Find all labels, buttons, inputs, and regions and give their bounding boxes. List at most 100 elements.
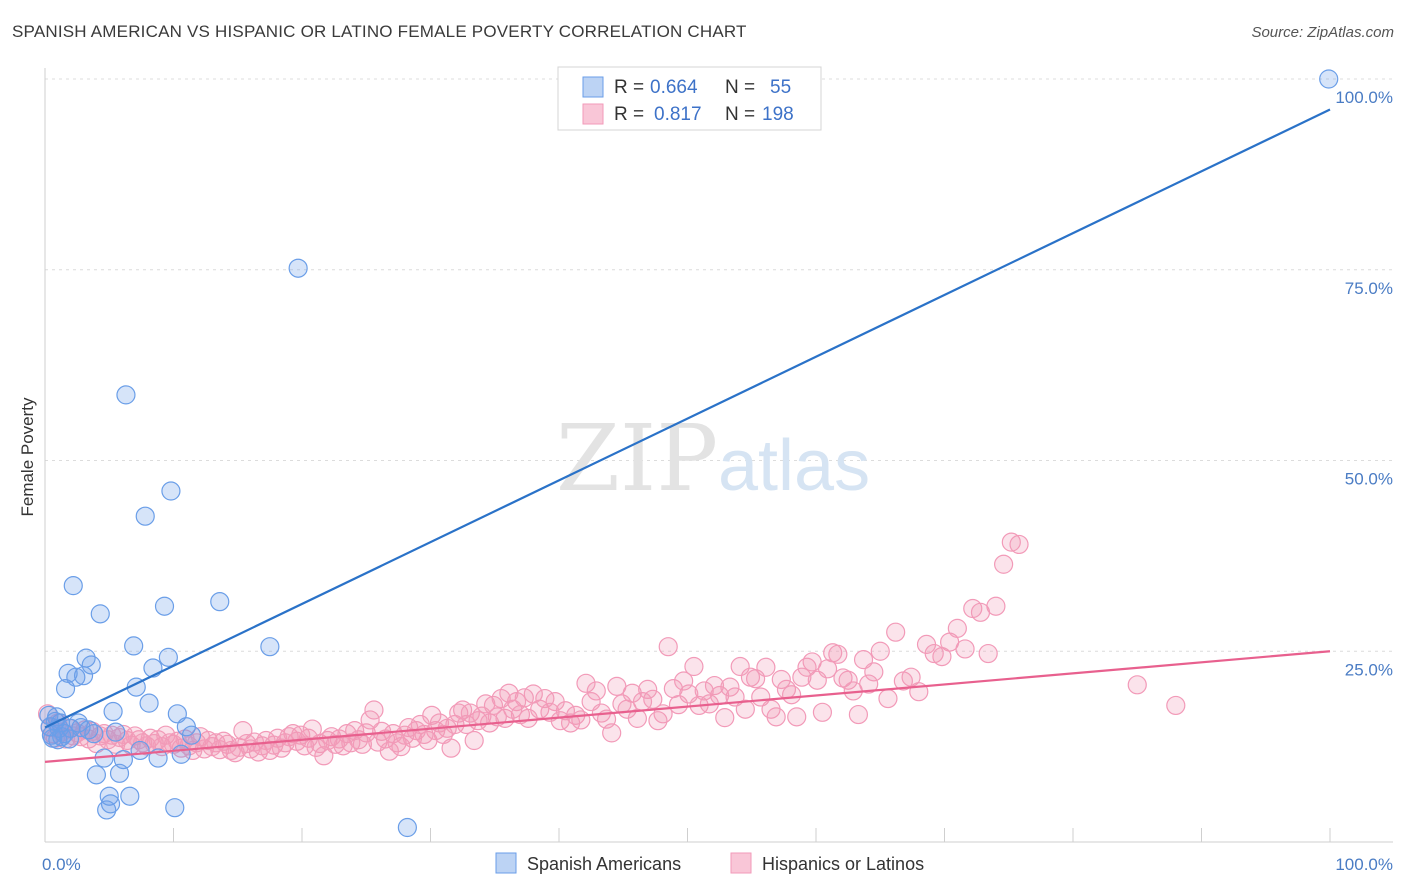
hispanic-latino-point	[771, 669, 791, 690]
x-tick-label: 0.0%	[42, 855, 81, 874]
spanish-american-point	[161, 481, 181, 501]
hispanic-latino-point	[720, 677, 740, 697]
spanish-american-point	[124, 636, 144, 656]
hispanic-latino-point	[1166, 695, 1186, 716]
spanish-american-point	[143, 658, 163, 678]
trendlines	[44, 108, 1331, 763]
spanish-american-point	[181, 725, 202, 745]
hispanic-latino-point	[756, 657, 776, 677]
hispanic-latino-point	[853, 650, 874, 670]
hispanic-latino-point	[576, 673, 596, 693]
series-legend-label-spanish: Spanish Americans	[527, 854, 681, 874]
hispanic-latino-point	[735, 699, 755, 719]
hispanic-latino-point	[864, 662, 884, 682]
hispanic-latino-point	[792, 667, 812, 687]
stats-r-value-spanish: 0.664	[650, 77, 698, 98]
hispanic-latino-point	[1009, 534, 1029, 555]
spanish-american-point	[397, 817, 417, 838]
axes	[44, 68, 1393, 843]
spanish-american-point	[84, 724, 104, 744]
series-legend-swatch-spanish	[495, 852, 517, 874]
hispanic-latino-point	[886, 622, 906, 642]
hispanic-latino-point	[947, 618, 967, 638]
spanish-american-point	[103, 701, 123, 722]
hispanic-latino-point	[766, 707, 786, 727]
y-tick-label: 50.0%	[1345, 470, 1393, 489]
watermark-zip: ZIP	[556, 405, 718, 512]
stats-legend-swatch-spanish	[582, 76, 604, 98]
stats-legend-swatch-hispanic	[582, 103, 604, 125]
stats-legend: R = 0.664 N = 55 R = 0.817 N = 198	[557, 66, 822, 131]
hispanic-latino-point	[658, 637, 678, 657]
stats-r-value-hispanic: 0.817	[654, 104, 702, 125]
hispanic-latino-point	[994, 554, 1014, 574]
grid-lines	[45, 78, 1393, 652]
series-legend-label-hispanic: Hispanics or Latinos	[762, 854, 924, 874]
spanish-american-point	[54, 724, 74, 744]
x-tick-label: 100.0%	[1335, 855, 1393, 874]
hispanic-latino-point	[848, 704, 869, 725]
hispanic-latino-point	[638, 679, 658, 700]
hispanic-latino-point	[828, 644, 848, 664]
spanish-american-point	[130, 740, 150, 761]
y-tick-label: 75.0%	[1345, 279, 1393, 298]
hispanic-latino-point	[1127, 675, 1147, 695]
y-tick-label: 25.0%	[1345, 660, 1393, 679]
spanish-american-point	[158, 647, 178, 667]
hispanic-latino-point	[453, 700, 473, 720]
spanish-american-point	[106, 722, 126, 742]
hispanic-latino-point	[464, 730, 484, 751]
spanish-american-point	[260, 637, 280, 657]
spanish-american-point	[79, 720, 99, 740]
spanish-american-point	[288, 258, 308, 278]
hispanic-latino-point	[441, 738, 461, 758]
spanish-american-point	[100, 794, 121, 814]
spanish-american-point	[139, 693, 159, 713]
hispanic-latino-point	[986, 596, 1006, 616]
spanish-american-point	[165, 798, 185, 818]
spanish-american-point	[99, 786, 119, 806]
hispanic-latino-point	[715, 708, 735, 728]
hispanic-latino-point	[643, 689, 663, 709]
hispanic-latino-point	[924, 643, 944, 664]
hispanic-latino-point	[859, 674, 879, 694]
hispanic-latino-point	[838, 670, 858, 690]
hispanic-latino-point	[555, 701, 576, 721]
stats-n-value-hispanic: 198	[762, 104, 794, 125]
spanish-american-point	[86, 765, 107, 785]
hispanic-latino-point	[571, 710, 591, 730]
hispanic-latino-point	[781, 685, 802, 705]
hispanic-latino-point	[460, 703, 480, 723]
spanish-american-point	[120, 786, 140, 806]
hispanic-latino-point	[314, 746, 334, 766]
stats-n-label-hispanic: N =	[725, 104, 755, 125]
y-tick-label: 100.0%	[1335, 88, 1393, 107]
hispanic-latino-point	[364, 700, 384, 720]
hispanic-latino-point	[487, 707, 507, 727]
hispanic-latino-point	[797, 657, 817, 677]
hispanic-latino-point	[1001, 532, 1021, 552]
hispanic-latino-point	[978, 643, 998, 664]
hispanic-latino-point	[483, 695, 504, 716]
spanish-american-point	[171, 744, 191, 764]
hispanic-latino-point	[878, 688, 898, 709]
series-legend-swatch-hispanic	[730, 852, 752, 874]
chart-source: Source: ZipAtlas.com	[1251, 24, 1394, 41]
hispanic-latino-point	[870, 641, 890, 661]
hispanic-latino-point	[586, 681, 606, 701]
spanish-american-point	[113, 749, 133, 770]
hispanic-latino-point	[360, 710, 380, 730]
watermark: ZIP atlas	[556, 405, 870, 512]
chart-title: SPANISH AMERICAN VS HISPANIC OR LATINO F…	[12, 22, 747, 41]
tick-labels: 25.0% 50.0% 75.0% 100.0% 0.0% 100.0%	[42, 88, 1393, 874]
hispanic-latino-point	[955, 639, 975, 659]
hispanic-latino-point	[787, 707, 807, 727]
spanish-american-point	[63, 576, 83, 596]
stats-r-label-hispanic: R =	[614, 104, 644, 125]
spanish-american-point	[116, 385, 136, 405]
series-legend: Spanish Americans Hispanics or Latinos	[495, 852, 924, 874]
hispanic-latino-point	[684, 656, 704, 677]
spanish-american-point	[135, 506, 155, 526]
hispanic-latino-point	[476, 694, 496, 714]
spanish-american-point	[210, 592, 230, 612]
